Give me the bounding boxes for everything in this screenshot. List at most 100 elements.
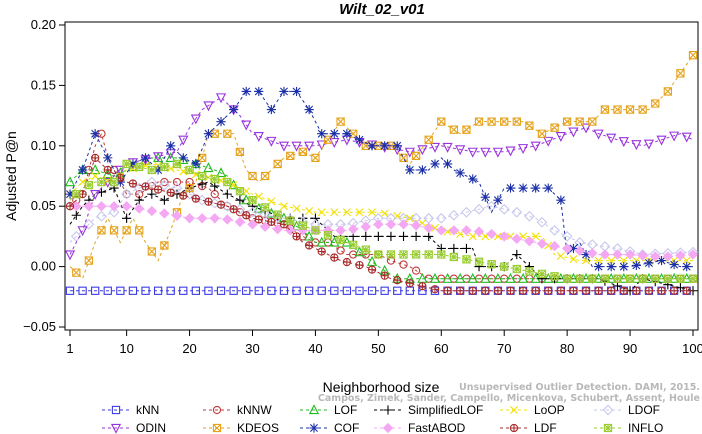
data-point xyxy=(461,206,472,218)
legend-item-fastabod: FastABOD xyxy=(374,421,466,434)
data-point xyxy=(316,236,327,247)
series-knnw xyxy=(69,129,698,283)
data-point xyxy=(135,226,144,235)
data-point xyxy=(512,117,521,126)
data-point xyxy=(229,104,239,115)
data-point xyxy=(688,274,698,283)
legend-label: SimplifiedLOF xyxy=(408,403,483,417)
data-point xyxy=(669,259,679,270)
data-point xyxy=(278,141,290,152)
data-point xyxy=(242,211,251,220)
series-line-odin xyxy=(69,96,694,255)
data-point xyxy=(594,286,603,295)
data-point xyxy=(366,140,378,151)
data-point xyxy=(429,142,441,153)
data-point xyxy=(348,223,359,235)
data-point xyxy=(556,286,565,295)
data-point xyxy=(83,201,95,212)
data-point xyxy=(84,256,94,265)
data-point xyxy=(393,276,402,285)
data-point xyxy=(191,286,201,295)
data-point xyxy=(480,147,491,158)
data-point xyxy=(518,183,528,193)
data-point xyxy=(656,272,667,283)
data-point xyxy=(512,264,521,274)
series-line-ldof xyxy=(69,181,694,256)
data-point xyxy=(449,252,459,262)
data-point xyxy=(662,251,673,262)
y-tick-label: 0.05 xyxy=(31,198,56,213)
data-point xyxy=(625,105,635,114)
data-point xyxy=(134,195,144,205)
data-point xyxy=(393,286,402,295)
data-point xyxy=(562,117,572,126)
data-point xyxy=(486,200,498,212)
data-point xyxy=(531,183,541,193)
data-point xyxy=(153,185,163,194)
data-point xyxy=(517,272,529,283)
data-point xyxy=(91,286,100,295)
data-point xyxy=(185,183,194,193)
data-point xyxy=(166,141,176,151)
data-point xyxy=(467,272,478,283)
data-point xyxy=(360,221,371,232)
data-point xyxy=(115,165,126,176)
data-point xyxy=(575,117,584,126)
data-point xyxy=(259,221,271,232)
data-point xyxy=(374,250,383,259)
x-tick-label: 100 xyxy=(682,341,702,356)
data-point xyxy=(423,222,434,234)
data-point xyxy=(342,257,352,267)
legend-item-lof: LOF xyxy=(300,403,357,417)
data-point xyxy=(355,260,364,270)
data-point xyxy=(657,286,666,295)
data-point xyxy=(430,285,440,294)
data-point xyxy=(468,286,477,295)
data-point xyxy=(550,272,559,281)
data-point xyxy=(241,86,251,97)
data-point xyxy=(449,125,459,134)
data-point xyxy=(342,129,352,139)
data-point xyxy=(512,249,522,260)
data-point xyxy=(153,152,164,163)
x-tick-label: 40 xyxy=(308,341,322,356)
data-point xyxy=(171,210,183,222)
data-point xyxy=(632,286,641,295)
series-layer xyxy=(64,51,699,296)
legend-label: LDOF xyxy=(628,403,660,417)
data-point xyxy=(304,104,314,115)
data-point xyxy=(448,209,460,221)
data-point xyxy=(253,202,264,213)
data-point xyxy=(323,231,333,240)
data-point xyxy=(361,141,370,150)
data-point xyxy=(493,195,503,205)
data-point xyxy=(650,251,661,262)
data-point xyxy=(141,286,150,295)
data-point xyxy=(688,51,698,60)
data-point xyxy=(367,265,377,274)
data-point xyxy=(506,286,515,295)
data-point xyxy=(417,145,428,156)
x-tick-label: 1 xyxy=(66,341,73,356)
data-point xyxy=(594,256,603,265)
data-point xyxy=(210,129,219,138)
data-point xyxy=(619,286,628,295)
data-point xyxy=(492,272,504,283)
data-point xyxy=(229,205,238,214)
data-point xyxy=(198,171,207,181)
y-axis: −0.05 0.00 0.05 0.10 0.15 0.20 xyxy=(23,17,65,334)
legend-item-simplifiedlof: SimplifiedLOF xyxy=(374,403,483,417)
data-point xyxy=(179,191,188,200)
data-point xyxy=(203,101,214,112)
data-point xyxy=(575,274,584,283)
data-point xyxy=(329,129,339,139)
data-point xyxy=(373,231,383,241)
data-point xyxy=(223,129,232,138)
data-point xyxy=(298,147,307,156)
data-point xyxy=(435,212,447,224)
data-point xyxy=(122,226,131,235)
data-point xyxy=(556,252,565,261)
data-point xyxy=(524,210,535,222)
data-point xyxy=(335,225,346,236)
data-point xyxy=(341,236,352,247)
